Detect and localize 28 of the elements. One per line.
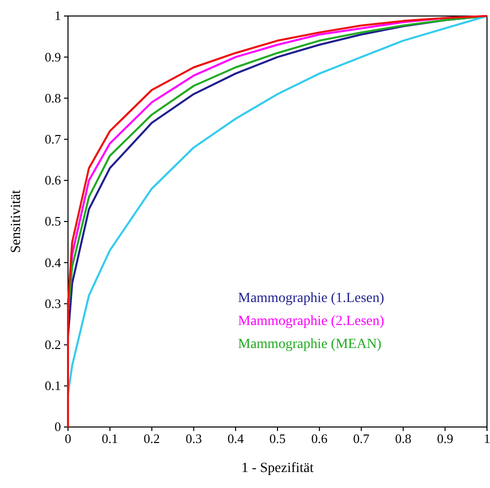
x-tick-label: 0.8 xyxy=(395,431,412,446)
x-axis-title: 1 - Spezifität xyxy=(241,461,314,476)
y-tick-label: 0.8 xyxy=(44,90,61,106)
y-tick-label: 0.7 xyxy=(44,131,62,146)
x-tick-label: 0.3 xyxy=(186,431,202,446)
x-tick-label: 1 xyxy=(484,431,490,446)
y-tick-label: 0.2 xyxy=(44,336,61,352)
x-tick-label: 0.6 xyxy=(311,431,328,446)
y-tick-label: 0.6 xyxy=(44,172,62,188)
x-tick-label: 0 xyxy=(64,431,72,446)
y-axis-title: Sensitivität xyxy=(9,190,24,253)
y-tick-label: 0.4 xyxy=(44,254,62,270)
x-tick-label: 0.4 xyxy=(227,431,244,446)
x-tick-label: 0.2 xyxy=(144,431,160,446)
y-tick-label: 0.3 xyxy=(44,296,61,311)
line-series xyxy=(67,15,488,428)
text: Mammographie (2.Lesen) xyxy=(238,314,385,329)
text: Mammographie (MEAN) xyxy=(238,337,382,352)
y-tick-label: 0.5 xyxy=(44,214,61,229)
x-tick-label: 0.9 xyxy=(436,431,454,446)
y-tick-label: 1 xyxy=(54,8,61,24)
y-tick-label: 0.9 xyxy=(44,49,61,64)
x-tick-label: 0.7 xyxy=(353,431,370,446)
y-tick-label: 0 xyxy=(54,419,61,434)
x-tick-label: 0.5 xyxy=(269,431,286,446)
x-tick-label: 0.1 xyxy=(102,431,118,446)
text: Mammographie (1.Lesen) xyxy=(238,291,385,306)
y-tick-label: 0.1 xyxy=(44,378,61,394)
